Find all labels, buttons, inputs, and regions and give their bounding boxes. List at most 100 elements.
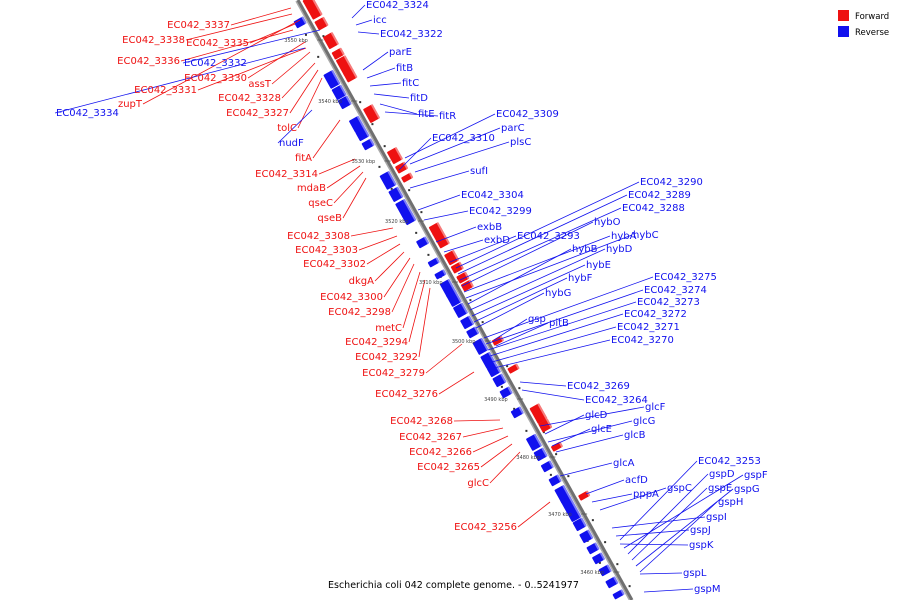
reverse-label-line [631, 487, 708, 561]
forward-label-line [333, 171, 364, 204]
reverse-feature [492, 373, 507, 388]
tick-label: 3500 kbp [452, 339, 476, 345]
scale-dot [317, 55, 320, 58]
reverse-label-line [555, 434, 624, 453]
forward-label-line [472, 435, 509, 453]
reverse-feature [427, 257, 441, 268]
reverse-gene-label: fitC [402, 78, 419, 89]
legend-forward-swatch [838, 10, 849, 21]
reverse-label-line [54, 47, 306, 114]
reverse-label-line [519, 381, 567, 387]
reverse-gene-label: EC042_3271 [617, 322, 680, 333]
tick-label: 3540 kbp [318, 99, 342, 105]
forward-label-line [480, 443, 513, 468]
reverse-gene-label: fitB [396, 63, 413, 74]
forward-gene-label: EC042_3265 [417, 462, 480, 473]
reverse-gene-label: gspK [689, 540, 714, 551]
forward-feature [363, 103, 381, 123]
reverse-label-line [495, 322, 549, 347]
forward-label-line [326, 165, 361, 189]
reverse-label-line [414, 141, 510, 173]
forward-label-line [418, 287, 431, 358]
scale-dot [415, 231, 418, 234]
reverse-feature [592, 552, 606, 565]
scale-dot [469, 299, 472, 302]
reverse-label-line [643, 588, 694, 593]
forward-gene-label: qseC [308, 198, 333, 209]
reverse-gene-label: EC042_3299 [469, 206, 532, 217]
forward-gene-label: EC042_3337 [167, 20, 230, 31]
reverse-gene-label: EC042_3309 [496, 109, 559, 120]
forward-gene-label: assT [248, 79, 272, 90]
forward-feature [507, 363, 520, 374]
forward-label-line [383, 257, 411, 298]
reverse-gene-label: gspJ [690, 525, 711, 536]
reverse-feature [337, 95, 352, 110]
forward-gene-label: EC042_3298 [328, 307, 391, 318]
forward-feature [428, 221, 446, 241]
forward-gene-label: EC042_3256 [454, 522, 517, 533]
forward-feature [444, 249, 460, 266]
reverse-label-line [449, 235, 517, 263]
forward-label-line [247, 41, 306, 79]
reverse-label-line [619, 460, 698, 541]
reverse-gene-label: hybG [545, 288, 571, 299]
reverse-feature [499, 386, 513, 399]
legend-reverse-label: Reverse [855, 28, 889, 38]
reverse-feature [453, 302, 469, 318]
reverse-gene-label: fitR [439, 111, 456, 122]
reverse-label-line [483, 276, 654, 339]
reverse-gene-label: fitE [418, 109, 435, 120]
reverse-label-line [493, 339, 611, 369]
forward-gene-label: EC042_3338 [122, 35, 185, 46]
forward-gene-label: EC042_3279 [362, 368, 425, 379]
reverse-gene-label: hybF [568, 273, 593, 284]
forward-label-line [318, 158, 356, 175]
reverse-label-line [455, 181, 640, 269]
forward-label-line [281, 62, 316, 99]
scale-dot [549, 473, 552, 476]
reverse-label-line [409, 170, 470, 189]
forward-label-line [374, 251, 405, 282]
reverse-gene-label: glcB [624, 430, 646, 441]
reverse-feature [416, 236, 430, 249]
forward-gene-label: EC042_3330 [184, 73, 247, 84]
reverse-gene-label: gspG [734, 484, 760, 495]
reverse-label-line [459, 207, 622, 281]
reverse-gene-label: fitD [410, 93, 428, 104]
reverse-label-line [639, 501, 718, 573]
forward-gene-label: EC042_3328 [218, 93, 281, 104]
reverse-features [293, 16, 625, 600]
reverse-gene-label: EC042_3275 [654, 272, 717, 283]
forward-label-line [180, 29, 294, 62]
reverse-label-line [351, 4, 366, 19]
forward-gene-label: qseB [317, 213, 342, 224]
reverse-feature [466, 326, 480, 339]
scale-dot [506, 365, 509, 368]
scale-dot [567, 475, 570, 478]
reverse-feature [395, 198, 413, 218]
reverse-label-line [463, 235, 611, 293]
genome-caption: Escherichia coli 042 complete genome. - … [328, 580, 579, 591]
forward-gene-label: mdaB [297, 183, 326, 194]
forward-gene-label: EC042_3303 [295, 245, 358, 256]
forward-label-line [312, 119, 341, 159]
reverse-label-line [493, 318, 528, 341]
reverse-label-line [369, 82, 402, 87]
scale-dot [304, 33, 307, 36]
reverse-label-line [417, 194, 461, 211]
reverse-gene-label: gspE [708, 483, 732, 494]
forward-gene-label: dkgA [349, 276, 374, 287]
reverse-gene-label: exbD [484, 235, 510, 246]
forward-label-line [462, 427, 504, 438]
reverse-label-line [467, 248, 572, 305]
scale-dot [542, 431, 545, 434]
reverse-label-line [379, 103, 418, 115]
reverse-feature [572, 517, 587, 532]
forward-gene-label: metC [375, 323, 402, 334]
reverse-feature [379, 170, 397, 190]
scale-dot [598, 561, 601, 564]
reverse-gene-label: EC042_3304 [461, 190, 524, 201]
reverse-gene-label: glcA [613, 458, 635, 469]
